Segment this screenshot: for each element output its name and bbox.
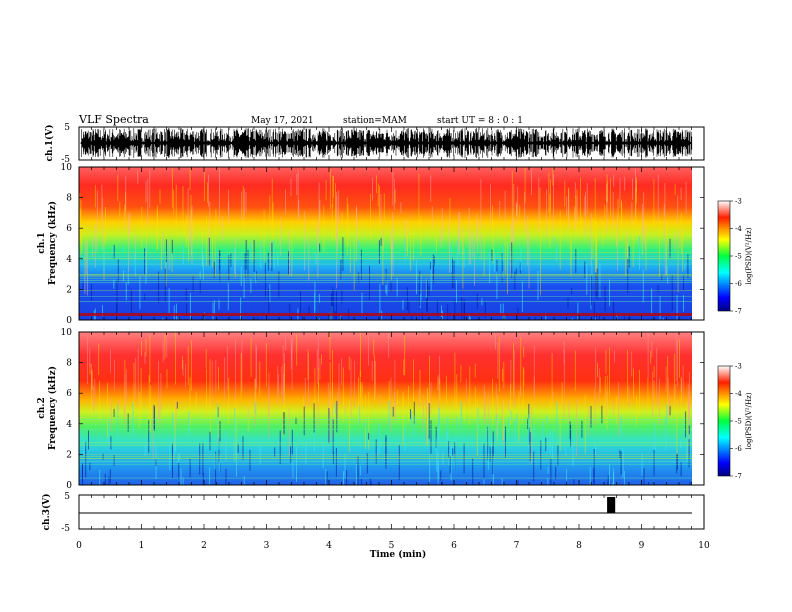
panel-ch1-spectrogram: 10 8 6 4 2 0 ch.1 Frequency (kHz) xyxy=(37,163,705,326)
ch1-spectrogram-texture xyxy=(79,167,692,320)
ch1-waveform-ylabel: ch.1(V) xyxy=(44,125,55,162)
ch1-waveform-trace xyxy=(80,128,693,158)
y-tick-label: 0 xyxy=(66,481,72,491)
colorbar-tick-label: -5 xyxy=(735,253,742,261)
colorbar-tick-label: -3 xyxy=(735,198,742,206)
x-tick-label: 6 xyxy=(451,541,457,551)
ch3-waveform-ylabel: ch.3(V) xyxy=(41,494,52,531)
panel-ch2-spectrogram: 10 8 6 4 2 0 ch.2 Frequency (kHz) xyxy=(37,328,705,491)
y-tick-label: 6 xyxy=(66,389,72,399)
colorbar-tick-label: -6 xyxy=(735,445,742,453)
y-tick-label: 4 xyxy=(66,420,72,430)
colorbar-ch2-gradient xyxy=(717,365,731,477)
ch3-ytick-bottom: -5 xyxy=(61,524,70,534)
spectrogram-low-band xyxy=(79,313,692,316)
ch1-spectrogram-ylabel-channel: ch.1 xyxy=(37,232,47,253)
y-tick-label: 10 xyxy=(61,163,73,173)
ch2-spectrogram-texture xyxy=(78,332,692,485)
x-tick-label: 3 xyxy=(264,541,270,551)
ch3-waveform-ticks xyxy=(78,495,705,529)
ch1-spectrogram-yticks: 10 8 6 4 2 0 xyxy=(61,163,704,326)
colorbar-tick-label: -5 xyxy=(735,418,742,426)
ch3-pulse xyxy=(607,497,616,513)
panel-ch3-waveform: 5 -5 ch.3(V) 0 1 2 3 4 5 6 7 8 9 10 Time (min) xyxy=(41,492,710,560)
colorbar-ch1-ticks: -3 -4 -5 -6 -7 xyxy=(730,198,742,316)
ch1-waveform-ticks xyxy=(78,127,705,160)
ch1-spectrogram-ylabel-freq: Frequency (kHz) xyxy=(47,201,58,285)
y-tick-label: 2 xyxy=(66,285,72,295)
colorbar-ch1: -3 -4 -5 -6 -7 log(PSD)(V²/Hz) xyxy=(717,198,753,316)
ch1-ytick-top: 5 xyxy=(64,123,70,133)
y-tick-label: 6 xyxy=(66,224,72,234)
colorbar-ch2-ticks: -3 -4 -5 -6 -7 xyxy=(730,363,742,481)
panel-ch1-waveform: 5 -5 ch.1(V) xyxy=(44,123,705,165)
colorbar-ch1-gradient xyxy=(717,200,731,312)
ch3-ytick-top: 5 xyxy=(64,492,70,502)
x-tick-label: 8 xyxy=(576,541,582,551)
colorbar-tick-label: -4 xyxy=(735,390,742,398)
ch2-spectrogram-ylabel-freq: Frequency (kHz) xyxy=(47,366,58,450)
y-tick-label: 8 xyxy=(66,359,72,369)
colorbar-tick-label: -7 xyxy=(735,473,742,481)
colorbar-tick-label: -4 xyxy=(735,225,742,233)
y-tick-label: 2 xyxy=(66,450,72,460)
header-station: station=MAM xyxy=(343,116,407,126)
x-tick-label: 2 xyxy=(201,541,207,551)
header-date: May 17, 2021 xyxy=(251,116,314,126)
colorbar-ch2-label: log(PSD)(V²/Hz) xyxy=(745,392,753,449)
y-tick-label: 8 xyxy=(66,194,72,204)
colorbar-ch2: -3 -4 -5 -6 -7 log(PSD)(V²/Hz) xyxy=(717,363,753,481)
ch1-spectrogram-xticks xyxy=(78,167,705,320)
x-tick-label: 7 xyxy=(514,541,520,551)
x-tick-label: 9 xyxy=(639,541,645,551)
x-tick-label: 5 xyxy=(389,541,395,551)
colorbar-ch1-label: log(PSD)(V²/Hz) xyxy=(745,227,753,284)
x-tick-label: 10 xyxy=(698,541,710,551)
time-axis-label: Time (min) xyxy=(370,549,427,560)
time-axis-tick-labels: 0 1 2 3 4 5 6 7 8 9 10 xyxy=(76,541,710,551)
ch2-spectrogram-xticks xyxy=(78,332,705,485)
x-tick-label: 4 xyxy=(326,541,332,551)
ch2-spectrogram-yticks: 10 8 6 4 2 0 xyxy=(61,328,704,491)
y-tick-label: 10 xyxy=(61,328,73,338)
ch1-waveform-line xyxy=(80,128,693,158)
colorbar-tick-label: -7 xyxy=(735,308,742,316)
figure-title: VLF Spectra xyxy=(78,113,149,126)
header-start-time: start UT = 8 : 0 : 1 xyxy=(437,116,523,126)
ch2-spectrogram-ylabel-channel: ch.2 xyxy=(37,397,47,418)
ch1-spectrogram-image xyxy=(79,167,692,320)
colorbar-tick-label: -3 xyxy=(735,363,742,371)
y-tick-label: 0 xyxy=(66,316,72,326)
x-tick-label: 0 xyxy=(76,541,82,551)
x-tick-label: 1 xyxy=(139,541,145,551)
y-tick-label: 4 xyxy=(66,255,72,265)
ch1-ytick-bottom: -5 xyxy=(61,155,70,165)
colorbar-tick-label: -6 xyxy=(735,280,742,288)
